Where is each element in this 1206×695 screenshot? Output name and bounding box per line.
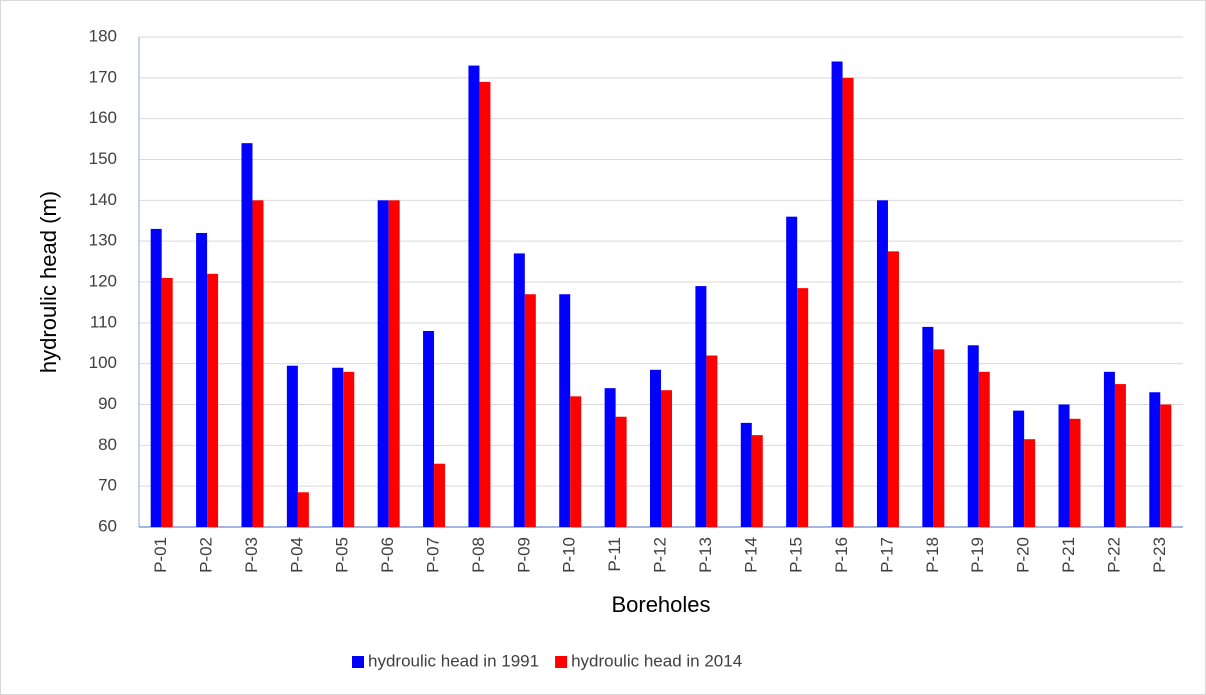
x-tick-label: P-20 bbox=[1014, 537, 1033, 573]
bar bbox=[343, 371, 355, 527]
bar bbox=[332, 367, 344, 527]
x-tick-label: P-07 bbox=[424, 537, 443, 573]
bar bbox=[377, 200, 389, 528]
x-tick-label: P-15 bbox=[787, 537, 806, 573]
x-tick-label: P-23 bbox=[1150, 537, 1169, 573]
bar bbox=[706, 355, 718, 527]
bar bbox=[1149, 392, 1161, 527]
x-tick-label: P-10 bbox=[560, 537, 579, 573]
legend-label: hydroulic head in 2014 bbox=[571, 651, 742, 670]
x-tick-label: P-21 bbox=[1059, 537, 1078, 573]
bar bbox=[1069, 418, 1081, 527]
y-tick-label: 100 bbox=[89, 353, 117, 372]
bar bbox=[468, 65, 480, 527]
x-tick-label: P-19 bbox=[968, 537, 987, 573]
bar bbox=[241, 143, 253, 527]
x-tick-label: P-12 bbox=[650, 537, 669, 573]
bar bbox=[423, 331, 435, 527]
x-tick-label: P-02 bbox=[197, 537, 216, 573]
bar bbox=[842, 77, 854, 527]
x-tick-label: P-06 bbox=[378, 537, 397, 573]
bar bbox=[661, 390, 672, 527]
x-tick-label: P-03 bbox=[242, 537, 261, 573]
x-tick-label: P-08 bbox=[469, 537, 488, 573]
bar bbox=[286, 365, 298, 527]
y-tick-label: 170 bbox=[89, 67, 117, 86]
x-axis-title: Boreholes bbox=[611, 592, 710, 617]
y-tick-label: 80 bbox=[98, 435, 117, 454]
x-tick-label: P-09 bbox=[514, 537, 533, 573]
bar bbox=[1013, 410, 1025, 527]
y-tick-label: 70 bbox=[98, 476, 117, 495]
legend-swatch bbox=[352, 656, 364, 668]
bar bbox=[252, 200, 264, 528]
bar bbox=[1103, 371, 1115, 527]
bar bbox=[786, 216, 798, 527]
bar bbox=[831, 61, 843, 527]
y-axis-title: hydroulic head (m) bbox=[36, 191, 61, 373]
bar bbox=[751, 435, 763, 527]
bar bbox=[1114, 384, 1126, 527]
bar bbox=[1024, 439, 1036, 527]
bar bbox=[570, 396, 582, 527]
x-tick-label: P-16 bbox=[832, 537, 851, 573]
bar bbox=[740, 422, 752, 527]
bar bbox=[434, 463, 446, 527]
bar bbox=[161, 277, 173, 527]
y-tick-label: 160 bbox=[89, 108, 117, 127]
x-tick-label: P-05 bbox=[333, 537, 352, 573]
bar bbox=[150, 228, 162, 527]
bar bbox=[1058, 404, 1070, 527]
bar bbox=[1160, 404, 1172, 527]
bar bbox=[978, 371, 990, 527]
bar bbox=[797, 288, 809, 527]
x-tick-label: P-14 bbox=[741, 537, 760, 573]
bar bbox=[922, 326, 934, 527]
bar bbox=[559, 294, 571, 527]
x-tick-label: P-11 bbox=[605, 537, 624, 572]
y-tick-label: 180 bbox=[89, 26, 117, 45]
y-tick-label: 90 bbox=[98, 394, 117, 413]
bar bbox=[967, 345, 979, 527]
bar bbox=[388, 200, 400, 528]
legend-swatch bbox=[555, 656, 568, 668]
bar bbox=[695, 286, 707, 527]
x-tick-label: P-22 bbox=[1104, 537, 1123, 573]
legend-label: hydroulic head in 1991 bbox=[368, 651, 539, 670]
x-tick-label: P-18 bbox=[923, 537, 942, 573]
bar bbox=[650, 369, 661, 527]
y-tick-label: 120 bbox=[89, 271, 117, 290]
y-tick-label: 60 bbox=[98, 516, 117, 535]
y-tick-label: 110 bbox=[90, 312, 117, 331]
bar bbox=[207, 273, 219, 527]
x-tick-label: P-04 bbox=[287, 537, 306, 573]
y-tick-label: 140 bbox=[89, 190, 117, 209]
x-tick-label: P-13 bbox=[696, 537, 715, 573]
bar bbox=[196, 233, 208, 527]
bar bbox=[876, 200, 888, 528]
bar bbox=[524, 294, 536, 527]
y-tick-label: 150 bbox=[89, 149, 117, 168]
bar bbox=[513, 253, 525, 527]
bar bbox=[297, 492, 309, 527]
x-tick-label: P-01 bbox=[151, 537, 170, 573]
bar bbox=[933, 349, 945, 527]
y-tick-label: 130 bbox=[89, 231, 117, 250]
x-tick-label: P-17 bbox=[877, 537, 896, 573]
bar bbox=[887, 251, 899, 527]
bar bbox=[615, 416, 627, 527]
bar bbox=[604, 388, 616, 527]
bar bbox=[479, 81, 491, 528]
